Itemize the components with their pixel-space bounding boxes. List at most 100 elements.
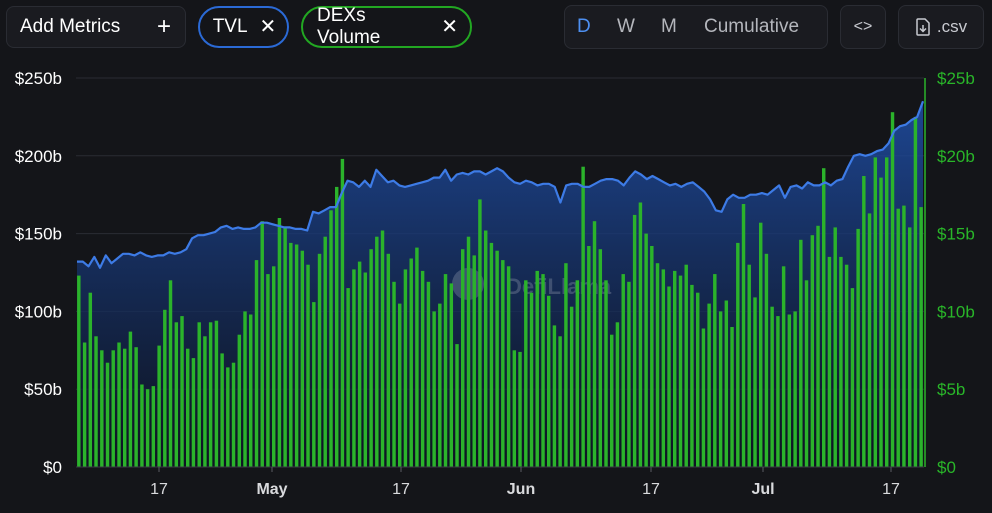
dex-volume-bar (346, 288, 350, 467)
period-cumulative-button[interactable]: Cumulative (704, 16, 800, 37)
dex-volume-bar (552, 325, 557, 467)
dex-volume-bar (644, 233, 648, 467)
dex-volume-bar (466, 236, 471, 467)
dex-volume-bar (254, 260, 259, 467)
dex-volume-bar (375, 236, 379, 467)
dex-volume-bar (908, 227, 912, 467)
dex-volume-bar (839, 256, 843, 467)
dex-volume-bar (707, 303, 711, 467)
dex-volume-bar (844, 264, 849, 467)
tvl-area-layer (77, 101, 923, 468)
left-axis-tick-label: $200b (15, 147, 62, 166)
dex-volume-bar (168, 280, 173, 467)
dex-volume-bar (134, 347, 138, 467)
dex-volume-bar (655, 263, 660, 467)
dex-volume-bar (208, 322, 213, 467)
dex-volume-bar (718, 311, 723, 467)
dex-volume-bar (478, 199, 482, 467)
dex-volume-bar (661, 269, 666, 467)
csv-label: .csv (936, 17, 968, 36)
x-axis-tick-label: 17 (882, 481, 900, 498)
dex-volume-bar (902, 205, 906, 467)
dex-volume-bar (650, 246, 654, 467)
dex-volume-bar (873, 157, 878, 467)
dex-volume-bar (696, 292, 700, 467)
dex-volume-bar (885, 157, 889, 467)
dex-volume-bar (759, 222, 763, 467)
dex-volume-bar (529, 292, 534, 467)
dex-volume-bar (810, 235, 815, 467)
dex-volume-bar (770, 306, 774, 467)
dex-volume-bar (833, 227, 837, 467)
dex-volume-bar (197, 322, 201, 467)
dex-volume-bar (140, 384, 144, 467)
period-d-button[interactable]: D (577, 16, 591, 37)
dex-volume-bar (673, 270, 677, 467)
code-icon: <> (853, 18, 873, 35)
dex-volume-bar (77, 275, 81, 467)
dex-volume-bar (621, 274, 625, 467)
left-axis-tick-label: $150b (15, 225, 62, 244)
dex-volume-bar (151, 386, 156, 467)
close-icon[interactable]: ✕ (259, 16, 277, 38)
close-icon[interactable]: ✕ (441, 16, 458, 38)
dex-volume-bar (919, 207, 923, 467)
dex-volume-bar (827, 256, 832, 467)
dex-volume-bar (340, 158, 345, 467)
dex-volume-bar (191, 358, 196, 467)
dex-volume-bar (627, 281, 631, 467)
dex-volume-bar (105, 362, 110, 467)
dex-volume-bar (564, 263, 568, 467)
dex-volume-bar (180, 316, 184, 467)
x-axis-tick-label: 17 (150, 481, 168, 498)
dex-volume-bar (701, 328, 706, 467)
dex-volume-bar (506, 266, 511, 467)
dex-volume-bar (117, 342, 121, 467)
dex-volume-bar (455, 344, 459, 467)
dex-volume-bar (145, 389, 150, 467)
dex-volume-bar (804, 280, 809, 467)
dex-volume-bar (438, 303, 442, 467)
chip-dexs-volume[interactable]: DEXs Volume ✕ (301, 5, 472, 48)
dex-volume-bar (294, 244, 299, 467)
dex-volume-bar (420, 270, 425, 467)
dex-volume-bar (781, 266, 786, 467)
dex-volume-bar (82, 342, 87, 467)
dex-volume-bar (541, 274, 545, 467)
dex-volume-bar (787, 314, 792, 467)
dex-volume-bar (489, 242, 494, 467)
dex-volume-bar (266, 274, 270, 467)
dex-volume-bar (547, 295, 551, 467)
dex-volume-bar (214, 320, 219, 467)
dex-volume-bar (879, 177, 883, 467)
dex-volume-bar (690, 284, 694, 467)
dex-volume-bar (260, 221, 264, 467)
chip-dexs-volume-label: DEXs Volume (317, 5, 381, 48)
embed-button[interactable]: <> (840, 5, 886, 49)
dex-volume-bar (592, 221, 597, 467)
download-csv-button[interactable]: .csv (898, 5, 984, 49)
dex-volume-bar (363, 272, 368, 467)
dex-volume-bar (88, 292, 93, 467)
dex-volume-bar (684, 264, 688, 467)
dex-volume-bar (816, 225, 820, 467)
dex-volume-bar (822, 168, 826, 467)
dex-volume-bar (426, 281, 431, 467)
dex-volume-bar (512, 350, 517, 467)
dex-volume-bar (203, 336, 207, 467)
dex-volume-bar (249, 314, 253, 467)
left-axis-tick-label: $100b (15, 302, 62, 321)
dex-volume-bar (432, 311, 436, 467)
axes: $0 $50b $100b $150b $200b $250b $0 $5b $10b $15b $… (15, 69, 975, 498)
period-w-button[interactable]: W (617, 16, 635, 37)
add-metrics-button[interactable]: Add Metrics + (6, 6, 186, 48)
x-axis-tick-label: Jul (751, 481, 774, 498)
chip-tvl[interactable]: TVL ✕ (198, 6, 289, 48)
dex-volume-bar (890, 112, 895, 467)
dex-volume-bar (128, 331, 133, 467)
left-axis-tick-label: $0 (43, 458, 62, 477)
add-metrics-label: Add Metrics (20, 16, 121, 37)
period-m-button[interactable]: M (661, 16, 677, 37)
dex-volume-bar (587, 246, 591, 467)
